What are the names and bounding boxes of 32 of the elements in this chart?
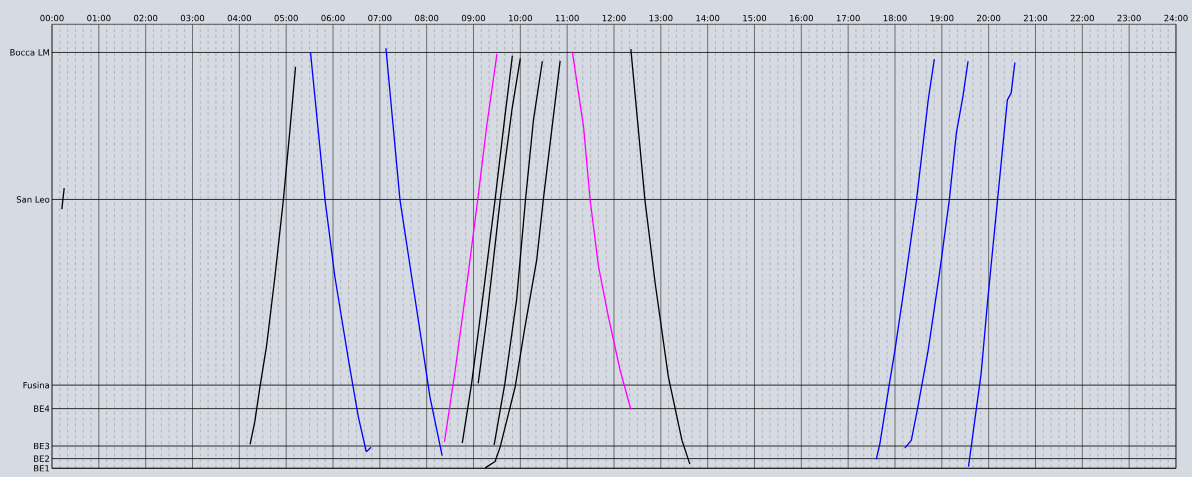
x-tick-label: 00:00 bbox=[40, 14, 64, 22]
x-tick-label: 24:00 bbox=[1164, 14, 1188, 22]
x-tick-label: 10:00 bbox=[509, 14, 532, 22]
ref-line-label: BE4 bbox=[34, 405, 50, 412]
ref-line-label: Fusina bbox=[23, 381, 50, 389]
x-tick-label: 15:00 bbox=[743, 14, 767, 22]
x-tick-label: 19:00 bbox=[930, 14, 954, 22]
x-tick-label: 04:00 bbox=[227, 14, 251, 22]
x-tick-label: 13:00 bbox=[649, 14, 673, 22]
ref-line-label: Bocca LM bbox=[10, 49, 49, 56]
x-tick-label: 07:00 bbox=[368, 14, 392, 22]
x-tick-label: 03:00 bbox=[180, 14, 205, 22]
ref-line-label: San Leo bbox=[16, 196, 50, 203]
x-tick-label: 18:00 bbox=[883, 14, 907, 22]
x-tick-label: 22:00 bbox=[1070, 14, 1094, 22]
ref-line-label: BE2 bbox=[34, 455, 49, 462]
x-tick-label: 21:00 bbox=[1023, 14, 1048, 22]
x-tick-label: 01:00 bbox=[87, 14, 111, 22]
ref-line-label: BE3 bbox=[34, 442, 50, 450]
x-tick-label: 09:00 bbox=[461, 14, 486, 22]
x-tick-label: 20:00 bbox=[977, 14, 1001, 22]
x-tick-label: 14:00 bbox=[696, 14, 720, 22]
x-tick-label: 12:00 bbox=[602, 14, 626, 22]
x-tick-label: 06:00 bbox=[321, 14, 345, 22]
ref-line-label: BE1 bbox=[34, 465, 50, 472]
x-tick-label: 11:00 bbox=[555, 14, 579, 22]
x-tick-label: 08:00 bbox=[415, 14, 439, 22]
x-tick-label: 02:00 bbox=[134, 14, 158, 22]
x-tick-label: 16:00 bbox=[790, 14, 813, 22]
x-tick-label: 23:00 bbox=[1117, 14, 1141, 22]
x-tick-label: 05:00 bbox=[274, 14, 298, 22]
x-tick-label: 17:00 bbox=[836, 14, 860, 22]
